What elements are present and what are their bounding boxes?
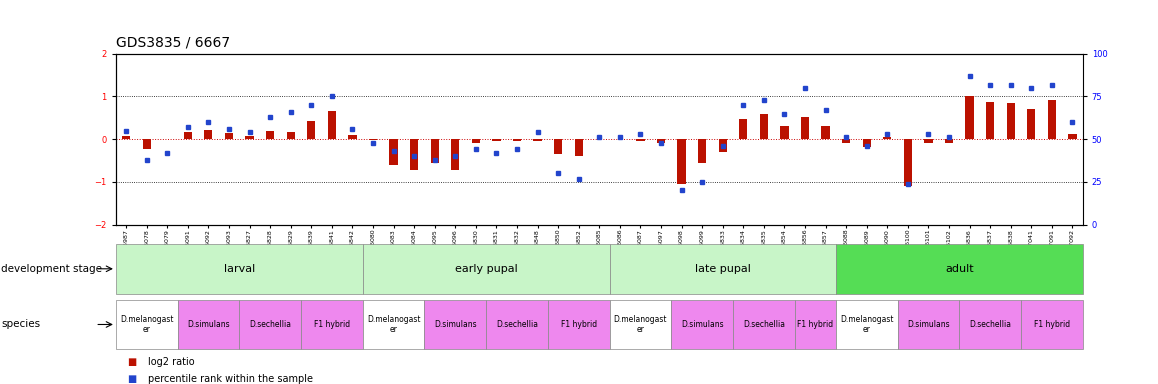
Text: development stage: development stage [1, 264, 102, 274]
Text: D.simulans: D.simulans [434, 320, 477, 329]
Bar [836, 300, 897, 349]
Bar [266, 131, 274, 139]
Bar [733, 300, 794, 349]
Bar [836, 244, 1083, 294]
Text: adult: adult [945, 264, 974, 274]
Bar [177, 300, 240, 349]
Text: early pupal: early pupal [455, 264, 518, 274]
Bar [349, 135, 357, 139]
Text: GDS3835 / 6667: GDS3835 / 6667 [116, 36, 230, 50]
Bar [225, 133, 233, 139]
Bar [698, 139, 706, 163]
Text: ■: ■ [127, 374, 137, 384]
Text: F1 hybrid: F1 hybrid [797, 320, 834, 329]
Bar [609, 244, 836, 294]
Text: D.sechellia: D.sechellia [496, 320, 538, 329]
Bar [286, 131, 295, 139]
Bar [410, 139, 418, 170]
Bar [362, 244, 609, 294]
Bar [801, 117, 809, 139]
Bar [1021, 300, 1083, 349]
Bar [204, 130, 213, 139]
Text: D.simulans: D.simulans [907, 320, 950, 329]
Bar [1048, 100, 1056, 139]
Bar [184, 131, 192, 139]
Bar [424, 300, 486, 349]
Bar [554, 139, 563, 154]
Bar [142, 139, 151, 149]
Text: F1 hybrid: F1 hybrid [1034, 320, 1070, 329]
Bar [245, 136, 254, 139]
Bar [369, 139, 378, 140]
Text: percentile rank within the sample: percentile rank within the sample [148, 374, 313, 384]
Bar [897, 300, 959, 349]
Bar [657, 139, 665, 142]
Bar [116, 244, 362, 294]
Bar [431, 139, 439, 163]
Bar [677, 139, 686, 184]
Bar [574, 139, 582, 156]
Bar [116, 300, 177, 349]
Bar [821, 126, 829, 139]
Bar [362, 300, 424, 349]
Bar [609, 300, 672, 349]
Bar [122, 136, 130, 139]
Bar [739, 119, 747, 139]
Text: D.melanogast
er: D.melanogast er [840, 315, 894, 334]
Text: ■: ■ [127, 357, 137, 367]
Bar [486, 300, 548, 349]
Bar [1006, 103, 1014, 139]
Text: species: species [1, 319, 41, 329]
Bar [1027, 109, 1035, 139]
Text: D.sechellia: D.sechellia [969, 320, 1011, 329]
Bar [452, 139, 460, 170]
Bar [780, 126, 789, 139]
Bar [534, 139, 542, 141]
Text: D.sechellia: D.sechellia [742, 320, 785, 329]
Bar [636, 139, 645, 141]
Bar [842, 139, 850, 142]
Text: D.melanogast
er: D.melanogast er [120, 315, 174, 334]
Bar [471, 139, 479, 142]
Bar [719, 139, 727, 152]
Bar [1069, 134, 1077, 139]
Bar [328, 111, 336, 139]
Bar [966, 96, 974, 139]
Bar [492, 139, 500, 141]
Bar [513, 139, 521, 141]
Bar [884, 137, 892, 139]
Text: log2 ratio: log2 ratio [148, 357, 195, 367]
Text: D.simulans: D.simulans [681, 320, 724, 329]
Bar [307, 121, 315, 139]
Text: larval: larval [223, 264, 255, 274]
Bar [959, 300, 1021, 349]
Text: D.melanogast
er: D.melanogast er [367, 315, 420, 334]
Bar [389, 139, 397, 165]
Bar [794, 300, 836, 349]
Bar [301, 300, 362, 349]
Bar [240, 300, 301, 349]
Bar [903, 139, 913, 186]
Bar [985, 102, 995, 139]
Text: F1 hybrid: F1 hybrid [314, 320, 350, 329]
Bar [924, 139, 932, 142]
Bar [863, 139, 871, 147]
Text: F1 hybrid: F1 hybrid [560, 320, 596, 329]
Bar [760, 114, 768, 139]
Text: D.simulans: D.simulans [188, 320, 229, 329]
Text: D.sechellia: D.sechellia [249, 320, 291, 329]
Text: D.melanogast
er: D.melanogast er [614, 315, 667, 334]
Text: late pupal: late pupal [695, 264, 750, 274]
Bar [548, 300, 609, 349]
Bar [945, 139, 953, 144]
Bar [672, 300, 733, 349]
